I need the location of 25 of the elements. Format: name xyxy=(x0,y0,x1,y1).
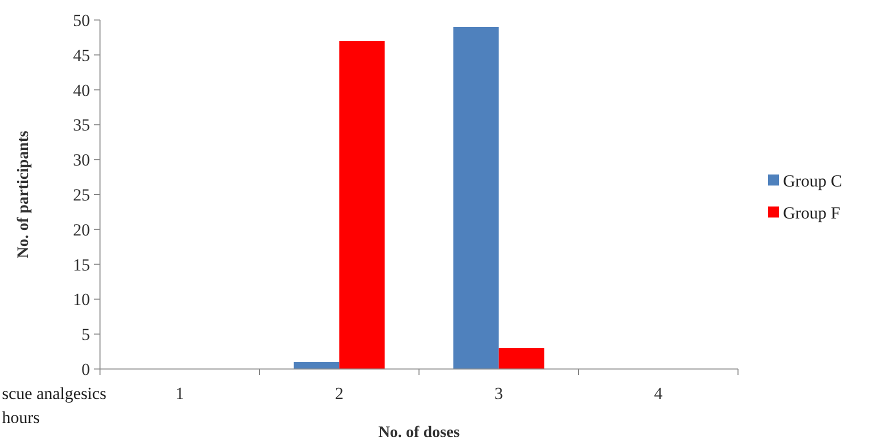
x-axis-title: No. of doses xyxy=(378,424,460,441)
y-tick-label: 25 xyxy=(73,185,90,204)
text: scue analgesics xyxy=(2,384,106,403)
y-tick-label: 50 xyxy=(73,10,90,30)
bar xyxy=(453,26,499,369)
bar xyxy=(339,40,385,369)
y-tick-label: 15 xyxy=(73,255,90,274)
y-tick-label: 35 xyxy=(73,116,90,135)
legend-label: Group F xyxy=(783,203,840,222)
bar xyxy=(294,362,340,369)
y-tick-label: 45 xyxy=(73,46,90,65)
y-tick-label: 10 xyxy=(73,290,90,310)
y-tick-label: 5 xyxy=(82,325,90,344)
y-tick-label: 0 xyxy=(82,360,90,379)
y-axis-title: No. of participants xyxy=(15,130,32,258)
y-tick-label: 20 xyxy=(73,220,90,240)
x-tick-label: 3 xyxy=(494,384,503,403)
x-tick-label: 4 xyxy=(654,384,663,403)
x-tick-label: 1 xyxy=(176,384,184,403)
text: hours xyxy=(2,408,40,427)
x-tick-label: 2 xyxy=(335,384,344,403)
y-tick-label: 40 xyxy=(73,80,90,100)
bar xyxy=(498,348,544,369)
y-tick-label: 30 xyxy=(73,150,90,170)
legend-label: Group C xyxy=(783,171,842,190)
